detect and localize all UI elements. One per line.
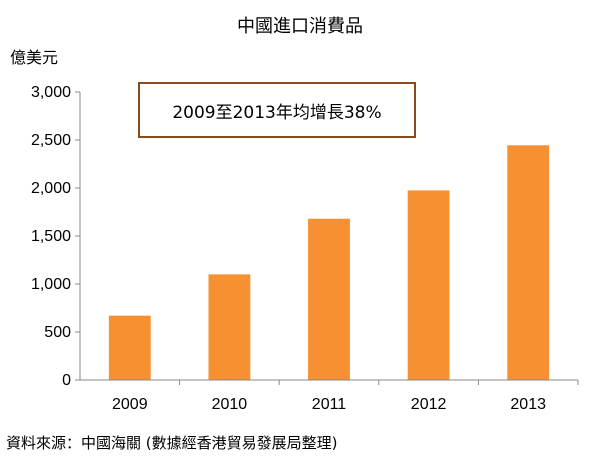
y-tick-label: 2,500 [31, 132, 71, 149]
x-tick-label: 2010 [212, 396, 248, 413]
bar [108, 315, 151, 380]
y-axis-unit-label: 億美元 [10, 48, 59, 67]
bar [407, 190, 450, 380]
y-tick-label: 3,000 [31, 84, 71, 101]
chart-title: 中國進口消費品 [237, 16, 363, 37]
x-tick-label: 2009 [112, 396, 148, 413]
bar [507, 145, 550, 380]
y-tick-label: 2,000 [31, 180, 71, 197]
x-axis: 2009 2010 2011 2012 2013 [80, 379, 579, 413]
bars [108, 145, 550, 380]
x-tick-label: 2012 [411, 396, 447, 413]
growth-annotation: 2009至2013年均增長38% [138, 82, 416, 138]
source-note: 資料來源：中國海關 (數據經香港貿易發展局整理) [6, 434, 338, 452]
y-tick-label: 500 [44, 324, 71, 341]
y-tick-label: 1,000 [31, 276, 71, 293]
bar [208, 274, 251, 380]
y-axis: 0 500 1,000 1,500 2,000 2,500 3,000 [31, 84, 81, 389]
bar [308, 218, 350, 380]
x-tick-label: 2011 [312, 396, 347, 413]
y-tick-label: 0 [62, 372, 71, 389]
y-tick-label: 1,500 [31, 228, 71, 245]
x-tick-label: 2013 [510, 396, 546, 413]
